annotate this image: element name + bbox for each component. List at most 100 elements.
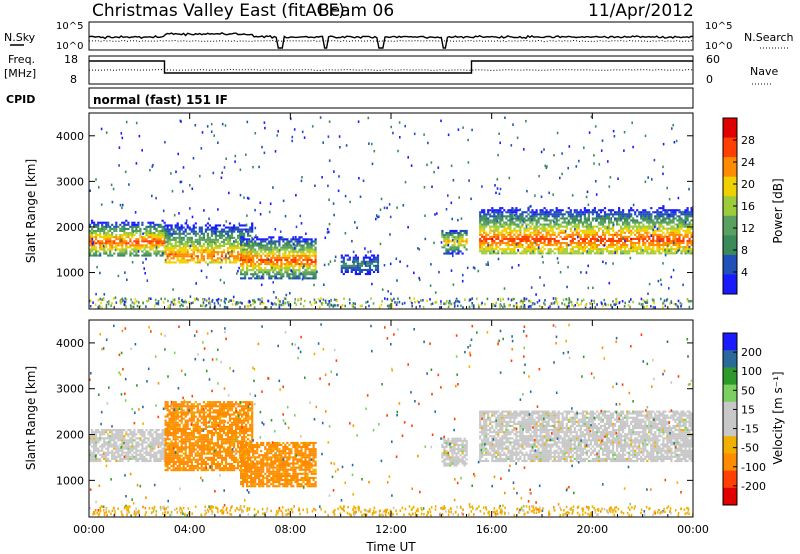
velocity-cell-0-243 — [127, 435, 130, 438]
velocity-cell-0-156 — [115, 460, 118, 463]
power-cell-5-2357 — [539, 223, 542, 226]
power-scatter-16 — [177, 152, 179, 156]
power-cell-1-613 — [184, 245, 187, 248]
power-cell-5-2815 — [599, 252, 603, 255]
power-cell-1-1021 — [249, 230, 252, 233]
velocity-cell-0-119 — [107, 429, 110, 432]
power-ground-245 — [309, 300, 311, 304]
power-cell-0-129 — [109, 252, 112, 255]
power-ground-149 — [600, 301, 603, 304]
velocity-cell-0-167 — [115, 433, 118, 436]
power-cell-3-1642 — [346, 268, 349, 271]
power-cell-5-2933 — [616, 252, 619, 255]
power-scatter-505 — [356, 226, 358, 229]
power-scatter-91 — [515, 243, 518, 246]
power-cell-1-635 — [188, 255, 191, 258]
power-cell-5-2553 — [565, 225, 568, 228]
power-cell-1-851 — [222, 251, 226, 254]
power-cell-4-1776 — [449, 248, 452, 251]
power-cell-2-1420 — [290, 265, 293, 268]
power-cell-5-2991 — [622, 227, 625, 230]
power-cell-3-1693 — [362, 258, 365, 261]
power-scatter-269 — [191, 228, 193, 231]
power-cell-2-1573 — [308, 238, 311, 241]
power-cell-5-3076 — [632, 217, 635, 220]
power-cell-0-178 — [117, 238, 120, 241]
power-cell-5-3152 — [642, 217, 645, 220]
power-cell-0-247 — [129, 246, 132, 249]
power-cell-5-2802 — [597, 250, 601, 253]
power-cell-1-570 — [178, 234, 181, 237]
power-cell-5-3419 — [674, 237, 677, 240]
velocity-cell-0-57 — [97, 449, 100, 452]
power-scatter-228 — [338, 135, 341, 138]
power-cell-0-317 — [141, 236, 144, 239]
power-cell-5-3489 — [682, 221, 685, 224]
power-cell-1-626 — [186, 245, 189, 248]
power-ground-332 — [89, 305, 92, 308]
power-cell-5-3556 — [690, 227, 693, 230]
power-cell-5-2294 — [531, 215, 534, 218]
velocity-cell-0-166 — [115, 435, 118, 438]
power-scatter-488 — [351, 239, 353, 243]
power-cell-5-2400 — [545, 229, 548, 232]
power-cell-1-905 — [230, 247, 234, 250]
power-cell-5-2981 — [620, 211, 623, 214]
power-scatter-314 — [371, 162, 374, 166]
power-scatter-212 — [89, 189, 91, 192]
power-cell-0-87 — [101, 223, 104, 226]
power-cell-2-1412 — [288, 250, 291, 253]
power-cell-0-175 — [117, 248, 120, 251]
power-cell-1-693 — [196, 232, 199, 235]
velocity-cell-0-23 — [91, 429, 94, 432]
power-cell-5-2433 — [549, 233, 552, 236]
power-cell-5-3552 — [690, 239, 693, 242]
power-ground-392 — [325, 301, 327, 304]
power-scatter-447 — [462, 273, 464, 277]
power-cell-1-990 — [243, 224, 246, 227]
power-ground-297 — [430, 303, 433, 306]
power-cell-2-1192 — [260, 269, 263, 272]
power-cell-5-1949 — [489, 215, 492, 218]
power-cell-5-2937 — [616, 244, 619, 247]
velocity-cell-0-233 — [127, 457, 130, 460]
power-scatter-305 — [644, 134, 647, 138]
power-cell-5-2483 — [555, 209, 558, 212]
power-cell-5-3435 — [676, 239, 679, 242]
power-cell-5-2254 — [527, 233, 530, 236]
power-cell-5-3436 — [676, 237, 679, 240]
power-cell-5-3098 — [636, 235, 639, 238]
power-cell-2-1131 — [252, 275, 255, 278]
power-cell-2-1400 — [286, 238, 289, 241]
power-scatter-68 — [608, 281, 611, 285]
power-cell-5-3349 — [666, 231, 669, 234]
power-cell-5-2786 — [595, 252, 599, 255]
power-cell-5-3479 — [682, 250, 685, 253]
power-cell-0-118 — [107, 242, 110, 245]
power-cell-2-1181 — [258, 263, 261, 266]
power-cell-5-2975 — [620, 227, 623, 230]
velocity-cell-0-179 — [117, 435, 120, 438]
power-scatter-443 — [508, 176, 511, 180]
power-cell-5-3529 — [686, 209, 689, 212]
power-cell-5-2056 — [501, 207, 504, 210]
power-cell-1-507 — [170, 249, 173, 252]
power-ground-404 — [167, 305, 169, 309]
power-cell-1-896 — [228, 230, 232, 233]
power-cell-5-1985 — [493, 213, 496, 216]
power-ylabel: Slant Range [km] — [24, 159, 38, 263]
power-cell-5-2452 — [551, 215, 554, 218]
power-cell-2-1224 — [264, 258, 267, 261]
power-cell-1-770 — [210, 261, 213, 264]
power-cell-2-1160 — [254, 236, 257, 239]
power-cell-5-1987 — [493, 209, 496, 212]
power-cell-5-3485 — [682, 235, 685, 238]
power-cell-2-1398 — [286, 242, 289, 245]
power-cell-5-3475 — [680, 219, 683, 222]
power-cell-2-1417 — [290, 277, 293, 280]
power-cell-2-1289 — [272, 252, 275, 255]
power-cell-3-1635 — [344, 270, 347, 273]
power-scatter-244 — [390, 125, 392, 129]
power-cell-2-1332 — [278, 256, 281, 259]
